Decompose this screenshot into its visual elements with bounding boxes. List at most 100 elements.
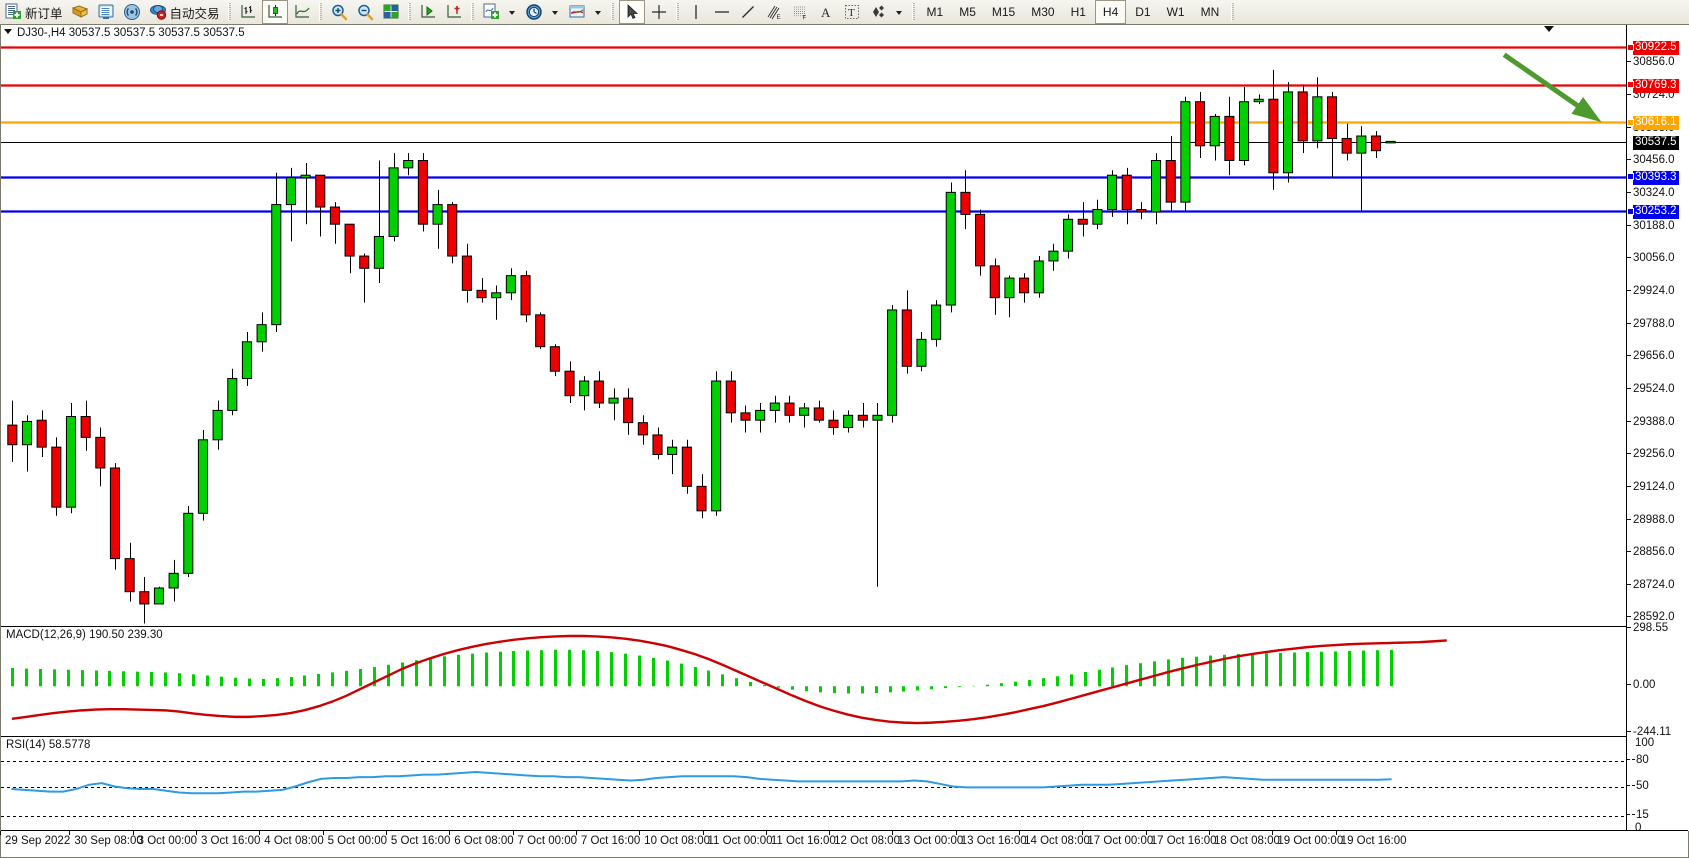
chart-shift-button[interactable] xyxy=(442,1,466,23)
chevron-down-icon[interactable] xyxy=(551,3,560,21)
price-label-pivot-marker[interactable] xyxy=(1627,118,1634,126)
tick-dash-icon xyxy=(1627,127,1631,129)
price-axis[interactable]: 30856.030724.030588.030456.030324.030188… xyxy=(1626,25,1689,834)
new-order-button[interactable]: 新订单 xyxy=(1,1,66,23)
chevron-down-icon[interactable] xyxy=(508,3,517,21)
price-axis-tick-label: 30456.0 xyxy=(1633,154,1675,167)
vertical-line-button[interactable] xyxy=(684,1,708,23)
period-dropdown[interactable] xyxy=(548,1,563,23)
time-axis-label: 13 Oct 00:00 xyxy=(897,835,964,847)
timeframe-h1[interactable]: H1 xyxy=(1064,1,1093,23)
price-label-support-2[interactable]: 30253.2 xyxy=(1633,205,1679,220)
timeframe-m30[interactable]: M30 xyxy=(1024,1,1061,23)
timeframe-mn[interactable]: MN xyxy=(1194,1,1227,23)
time-axis-tick xyxy=(512,831,514,835)
equidistant-channel-button[interactable]: E xyxy=(762,1,786,23)
timeframe-m5-label: M5 xyxy=(959,5,976,19)
timeframe-m15[interactable]: M15 xyxy=(985,1,1022,23)
tick-dash-icon xyxy=(1627,616,1631,618)
chart-window[interactable]: DJ30-,H4 30537.5 30537.5 30537.5 30537.5… xyxy=(0,24,1689,858)
price-label-resistance-2-marker[interactable] xyxy=(1627,43,1634,51)
time-axis-label: 4 Oct 08:00 xyxy=(264,835,324,847)
rsi-axis-tick: 100 xyxy=(1627,737,1654,749)
horizontal-line-button[interactable] xyxy=(710,1,734,23)
macd-pane[interactable]: MACD(12,26,9) 190.50 239.30 xyxy=(1,626,1626,736)
price-axis-tick-label: 29524.0 xyxy=(1633,382,1675,395)
line-chart-button[interactable] xyxy=(290,1,314,23)
timeframe-h4[interactable]: H4 xyxy=(1094,0,1127,24)
shapes-dropdown[interactable] xyxy=(892,1,907,23)
timeframe-h1-label: H1 xyxy=(1070,5,1086,19)
time-axis-label: 19 Oct 00:00 xyxy=(1277,835,1344,847)
add-indicator-dropdown[interactable] xyxy=(505,1,520,23)
chevron-down-icon[interactable] xyxy=(594,3,603,21)
time-axis[interactable]: 29 Sep 2022 30 Sep 08:00 3 Oct 00:00 3 Oct … xyxy=(0,830,1688,857)
tick-dash-icon xyxy=(1627,421,1631,423)
timeframe-m5[interactable]: M5 xyxy=(952,1,983,23)
price-axis-tick: 30456.0 xyxy=(1627,155,1675,166)
trendline-button[interactable] xyxy=(736,1,760,23)
price-label-resistance-1[interactable]: 30769.3 xyxy=(1633,78,1679,93)
time-axis-tick xyxy=(955,831,957,835)
metaeditor-button[interactable] xyxy=(94,1,118,23)
period-button[interactable] xyxy=(522,1,546,23)
time-axis-tick xyxy=(385,831,387,835)
price-axis-tick-label: 30724.0 xyxy=(1633,88,1675,101)
templates-dropdown[interactable] xyxy=(591,1,606,23)
rsi-axis-tick-label: 50 xyxy=(1636,779,1649,792)
price-axis-tick-label: 28592.0 xyxy=(1633,611,1675,624)
timeframe-d1[interactable]: D1 xyxy=(1128,1,1157,23)
price-label-resistance-2[interactable]: 30922.5 xyxy=(1633,41,1679,56)
expert-advisors-button[interactable] xyxy=(68,1,92,23)
price-pane[interactable] xyxy=(1,38,1626,626)
price-axis-tick: 28988.0 xyxy=(1627,514,1675,527)
separator-1 xyxy=(227,3,231,21)
price-label-support-1[interactable]: 30393.3 xyxy=(1633,170,1679,185)
price-label-pivot[interactable]: 30616.1 xyxy=(1633,116,1679,131)
time-axis-label: 7 Oct 16:00 xyxy=(580,835,641,847)
text-label-icon: T xyxy=(843,3,861,21)
auto-scroll-button[interactable] xyxy=(416,1,440,23)
chart-menu-caret-icon[interactable] xyxy=(4,29,12,34)
bar-chart-button[interactable] xyxy=(236,1,260,23)
text-a-icon: A xyxy=(817,3,835,21)
price-axis-tick: 29256.0 xyxy=(1627,449,1675,460)
add-indicator-button[interactable] xyxy=(479,1,503,23)
fibonacci-button[interactable]: F xyxy=(788,1,812,23)
chart-scroll-caret-icon[interactable] xyxy=(1544,26,1554,32)
price-axis-tick-label: 28988.0 xyxy=(1633,514,1675,527)
price-label-support-1-marker[interactable] xyxy=(1627,173,1634,181)
text-button[interactable]: A xyxy=(814,1,838,23)
macd-axis-tick-label: 298.55 xyxy=(1633,622,1669,634)
equidistant-channel-icon: E xyxy=(765,3,783,21)
templates-button[interactable] xyxy=(565,1,589,23)
price-axis-tick-label: 29924.0 xyxy=(1633,284,1675,297)
timeframe-w1[interactable]: W1 xyxy=(1160,1,1192,23)
autotrading-button[interactable]: 自动交易 xyxy=(146,1,223,23)
tick-dash-icon xyxy=(1627,257,1631,259)
timeframe-m1[interactable]: M1 xyxy=(920,1,951,23)
svg-text:A: A xyxy=(821,5,831,20)
svg-text:E: E xyxy=(776,15,780,21)
time-axis-tick xyxy=(639,831,641,835)
text-label-button[interactable]: T xyxy=(840,1,864,23)
separator-3 xyxy=(407,3,411,21)
tick-dash-icon xyxy=(1627,323,1631,325)
price-axis-tick: 28856.0 xyxy=(1627,547,1675,558)
tile-windows-button[interactable] xyxy=(379,1,403,23)
chevron-down-icon[interactable] xyxy=(895,3,904,21)
price-label-resistance-1-marker[interactable] xyxy=(1627,81,1634,89)
time-axis-label: 11 Oct 16:00 xyxy=(770,835,836,847)
signals-button[interactable] xyxy=(120,1,144,23)
autotrading-icon xyxy=(149,3,167,21)
cursor-button[interactable] xyxy=(618,0,645,24)
zoom-in-button[interactable] xyxy=(327,1,351,23)
price-label-current[interactable]: 30537.5 xyxy=(1633,135,1679,150)
rsi-pane[interactable]: RSI(14) 58.5778 xyxy=(1,736,1626,831)
zoom-out-button[interactable] xyxy=(353,1,377,23)
shapes-button[interactable] xyxy=(866,1,890,23)
price-label-support-2-marker[interactable] xyxy=(1627,207,1634,215)
candlestick-chart-button[interactable] xyxy=(261,0,288,24)
crosshair-button[interactable] xyxy=(647,1,671,23)
